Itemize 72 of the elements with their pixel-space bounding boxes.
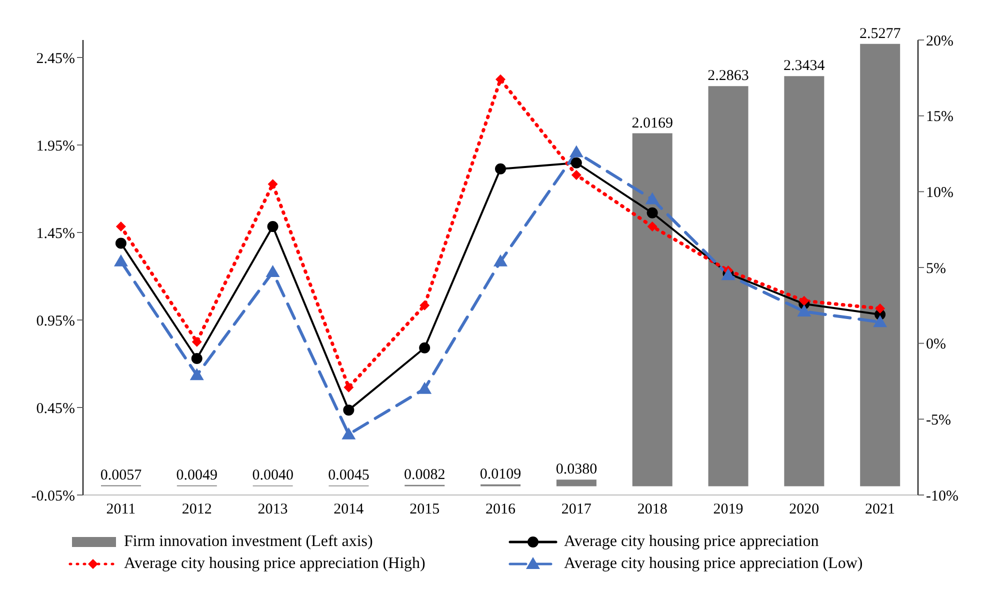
legend-label: Firm innovation investment (Left axis) — [124, 533, 373, 551]
bar — [708, 86, 748, 486]
legend-label: Average city housing price appreciation — [564, 533, 819, 551]
bar — [784, 76, 824, 486]
x-tick-label: 2019 — [713, 502, 744, 518]
y2-tick-label: 5% — [926, 260, 946, 277]
x-tick-label: 2011 — [106, 502, 136, 518]
y-tick-label: 1.95% — [36, 138, 75, 154]
bar — [556, 480, 596, 486]
y-tick-label: -0.05% — [31, 488, 75, 504]
x-tick-label: 2012 — [182, 502, 212, 518]
data-label: 2.5277 — [859, 26, 902, 42]
legend-label: Average city housing price appreciation (High) — [124, 555, 426, 573]
point — [494, 254, 508, 266]
point — [647, 222, 658, 232]
x-tick-label: 2014 — [334, 502, 364, 518]
y2-tick-label: -10% — [926, 488, 958, 504]
point — [873, 315, 888, 328]
y-tick-label: 0.95% — [36, 313, 75, 330]
x-tick-label: 2013 — [258, 502, 288, 518]
data-label: 2.2863 — [708, 68, 749, 84]
point — [418, 382, 432, 394]
x-tick-label: 2018 — [637, 502, 668, 518]
point — [267, 221, 278, 232]
data-label: 0.0109 — [480, 466, 522, 482]
y-tick-label: 1.45% — [36, 226, 75, 242]
y2-tick-label: 20% — [926, 33, 954, 50]
y-tick-label: 2.45% — [36, 50, 75, 67]
point — [569, 145, 584, 158]
point — [570, 157, 582, 168]
point — [646, 207, 658, 218]
data-label: 0.0040 — [252, 468, 294, 484]
bar — [860, 44, 900, 486]
data-label: 0.0082 — [404, 466, 446, 483]
y2-tick-label: 10% — [926, 184, 954, 201]
y2-tick-label: -5% — [926, 412, 951, 428]
data-label: 2.3434 — [784, 58, 826, 74]
point — [192, 336, 202, 347]
point — [496, 74, 506, 84]
x-tick-label: 2015 — [410, 502, 440, 518]
data-label: 0.0049 — [176, 467, 218, 484]
point — [344, 382, 354, 392]
point — [114, 254, 128, 266]
point — [420, 300, 430, 310]
x-tick-label: 2017 — [561, 502, 592, 518]
point — [191, 353, 202, 364]
data-label: 0.0057 — [100, 467, 142, 484]
data-label: 0.0045 — [328, 467, 370, 484]
point — [571, 170, 582, 180]
point — [268, 179, 278, 190]
legend-label: Average city housing price appreciation (Low) — [564, 555, 863, 573]
point — [645, 192, 660, 204]
point — [190, 368, 204, 380]
bar — [632, 133, 672, 486]
y-tick-label: 0.45% — [36, 400, 75, 417]
point — [266, 265, 280, 278]
x-tick-label: 2021 — [865, 502, 896, 518]
x-tick-label: 2016 — [486, 502, 516, 518]
point — [797, 304, 812, 316]
point — [116, 222, 126, 232]
point — [115, 238, 126, 249]
y2-tick-label: 0% — [926, 336, 946, 353]
point — [343, 404, 354, 416]
data-label: 0.0380 — [556, 462, 598, 478]
x-tick-label: 2020 — [789, 502, 820, 518]
point — [419, 342, 430, 354]
point — [342, 427, 356, 440]
point — [875, 303, 886, 314]
y2-tick-label: 15% — [926, 109, 954, 126]
point — [495, 163, 506, 174]
point — [799, 296, 810, 306]
data-label: 2.0169 — [632, 115, 673, 132]
